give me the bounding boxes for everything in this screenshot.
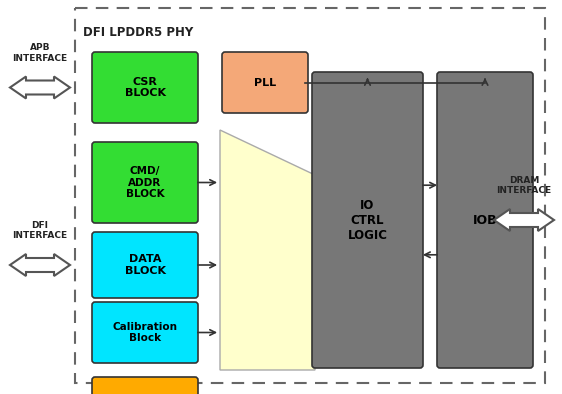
Text: CMD/
ADDR
BLOCK: CMD/ ADDR BLOCK [126,166,164,199]
Text: DRAM
INTERFACE: DRAM INTERFACE [496,176,551,195]
FancyBboxPatch shape [437,72,533,368]
Text: DFI LPDDR5 PHY: DFI LPDDR5 PHY [83,26,193,39]
FancyBboxPatch shape [222,52,308,113]
Polygon shape [10,76,70,98]
Polygon shape [10,254,70,276]
Text: PLL: PLL [254,78,276,87]
FancyBboxPatch shape [92,52,198,123]
FancyBboxPatch shape [312,72,423,368]
Text: CSR
BLOCK: CSR BLOCK [125,77,165,98]
Text: IOB: IOB [473,214,497,227]
Text: Calibration
Block: Calibration Block [112,322,178,343]
FancyBboxPatch shape [92,377,198,394]
FancyBboxPatch shape [92,302,198,363]
Text: DFI
INTERFACE: DFI INTERFACE [12,221,67,240]
FancyBboxPatch shape [92,142,198,223]
Polygon shape [494,209,554,231]
Polygon shape [220,130,315,370]
Text: DATA
BLOCK: DATA BLOCK [125,254,165,276]
Text: APB
INTERFACE: APB INTERFACE [12,43,67,63]
FancyBboxPatch shape [92,232,198,298]
Bar [75,8,545,383]
Text: IO
CTRL
LOGIC: IO CTRL LOGIC [347,199,388,242]
